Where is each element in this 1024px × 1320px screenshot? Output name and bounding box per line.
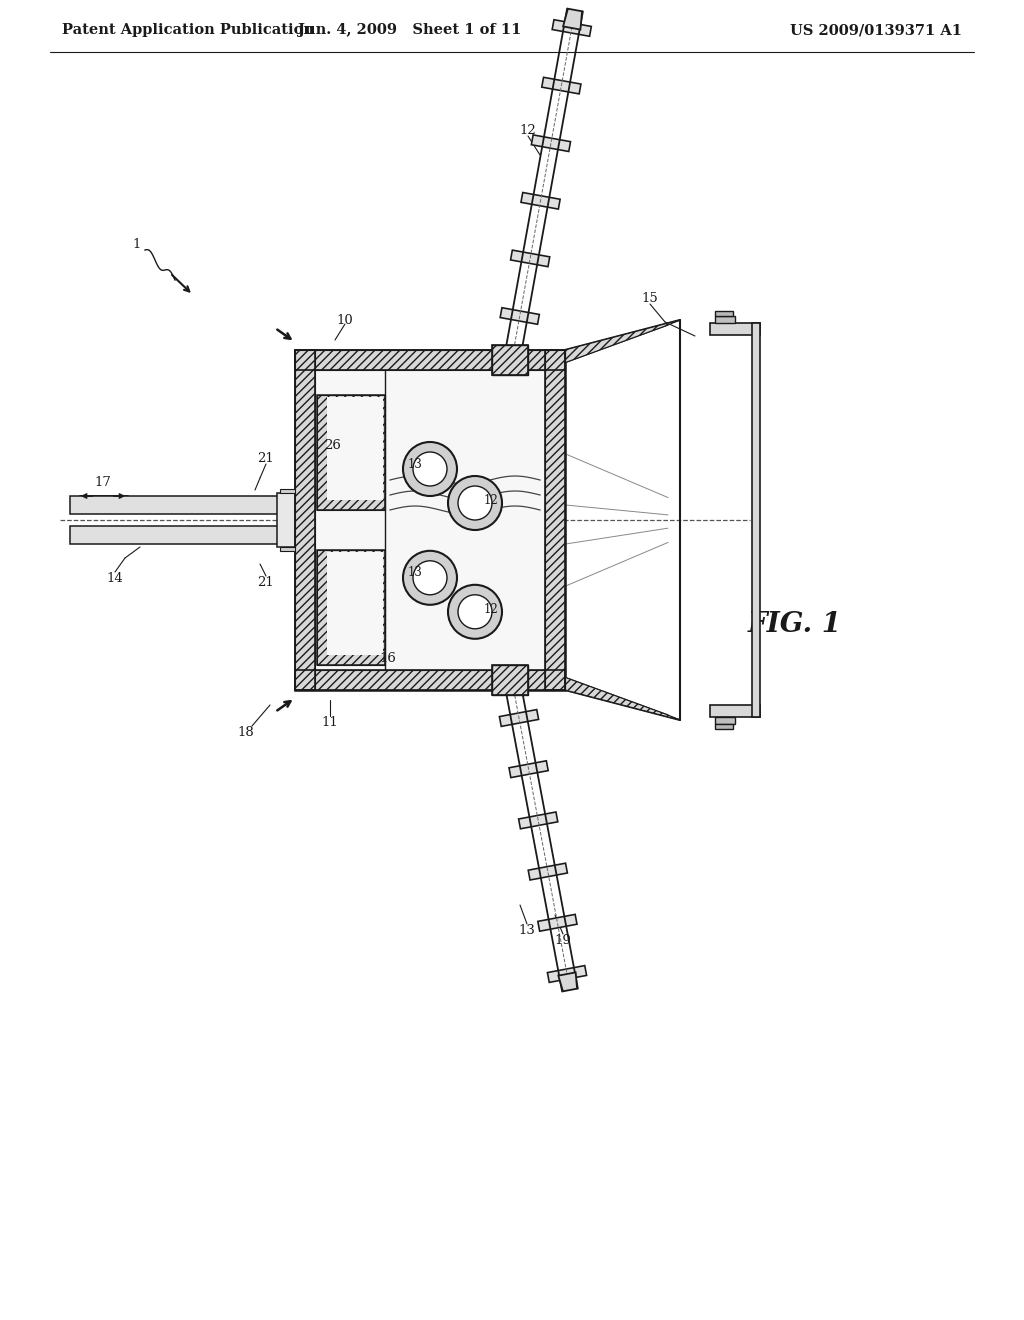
Circle shape (403, 442, 457, 496)
Text: 21: 21 (257, 576, 273, 589)
Circle shape (403, 550, 457, 605)
Text: 16: 16 (380, 652, 396, 664)
Text: 17: 17 (94, 475, 112, 488)
Bar (545, 350, 565, 690)
Text: 15: 15 (642, 292, 658, 305)
Bar (315, 370, 545, 671)
Polygon shape (552, 20, 591, 36)
Polygon shape (511, 249, 550, 267)
Text: 12: 12 (483, 495, 499, 507)
Circle shape (458, 595, 492, 628)
Text: 10: 10 (337, 314, 353, 326)
Polygon shape (545, 671, 680, 719)
Bar (715, 723, 733, 729)
Bar (70, 496, 295, 513)
Bar (317, 550, 385, 665)
Bar (545, 350, 565, 690)
Text: Jun. 4, 2009   Sheet 1 of 11: Jun. 4, 2009 Sheet 1 of 11 (298, 22, 521, 37)
Text: US 2009/0139371 A1: US 2009/0139371 A1 (790, 22, 962, 37)
Bar (492, 345, 528, 375)
Polygon shape (531, 135, 570, 152)
Text: 19: 19 (555, 933, 571, 946)
Circle shape (449, 585, 502, 639)
Bar (278, 492, 295, 546)
Polygon shape (528, 863, 567, 880)
Bar (715, 312, 733, 315)
Text: 14: 14 (106, 572, 123, 585)
Polygon shape (518, 812, 558, 829)
Bar (492, 665, 528, 696)
Bar (752, 323, 760, 717)
Bar (710, 323, 760, 335)
Bar (317, 395, 385, 510)
Bar (295, 350, 565, 370)
Polygon shape (542, 78, 581, 94)
Text: 13: 13 (408, 566, 423, 579)
Bar (70, 525, 295, 544)
Bar (295, 671, 565, 690)
Polygon shape (563, 9, 582, 29)
Polygon shape (500, 710, 539, 726)
Polygon shape (545, 319, 680, 370)
Text: Patent Application Publication: Patent Application Publication (62, 22, 314, 37)
Polygon shape (558, 973, 578, 991)
Circle shape (449, 477, 502, 531)
Text: 13: 13 (518, 924, 536, 936)
Bar (715, 315, 735, 323)
Text: 1: 1 (133, 239, 141, 252)
Text: 12: 12 (483, 603, 499, 616)
Bar (280, 488, 295, 492)
Bar (295, 350, 565, 690)
Polygon shape (538, 915, 577, 931)
Bar (280, 546, 295, 550)
Circle shape (458, 486, 492, 520)
Text: FIG. 1: FIG. 1 (748, 611, 842, 639)
Polygon shape (548, 966, 587, 982)
Text: 26: 26 (325, 438, 341, 451)
Bar (295, 350, 315, 690)
Bar (327, 552, 383, 655)
Polygon shape (500, 308, 540, 325)
Text: 18: 18 (238, 726, 254, 738)
Bar (715, 717, 735, 723)
Polygon shape (509, 760, 548, 777)
Bar (295, 671, 565, 690)
Bar (295, 350, 565, 370)
Bar (295, 350, 315, 690)
Text: 12: 12 (519, 124, 537, 136)
Bar (317, 550, 385, 665)
Bar (317, 395, 385, 510)
Bar (492, 665, 528, 696)
Text: 21: 21 (257, 451, 273, 465)
Bar (710, 705, 760, 717)
Text: 11: 11 (322, 715, 338, 729)
Circle shape (413, 561, 447, 595)
Bar (327, 397, 383, 500)
Bar (492, 345, 528, 375)
Polygon shape (521, 193, 560, 209)
Circle shape (413, 451, 447, 486)
Text: 13: 13 (408, 458, 423, 470)
